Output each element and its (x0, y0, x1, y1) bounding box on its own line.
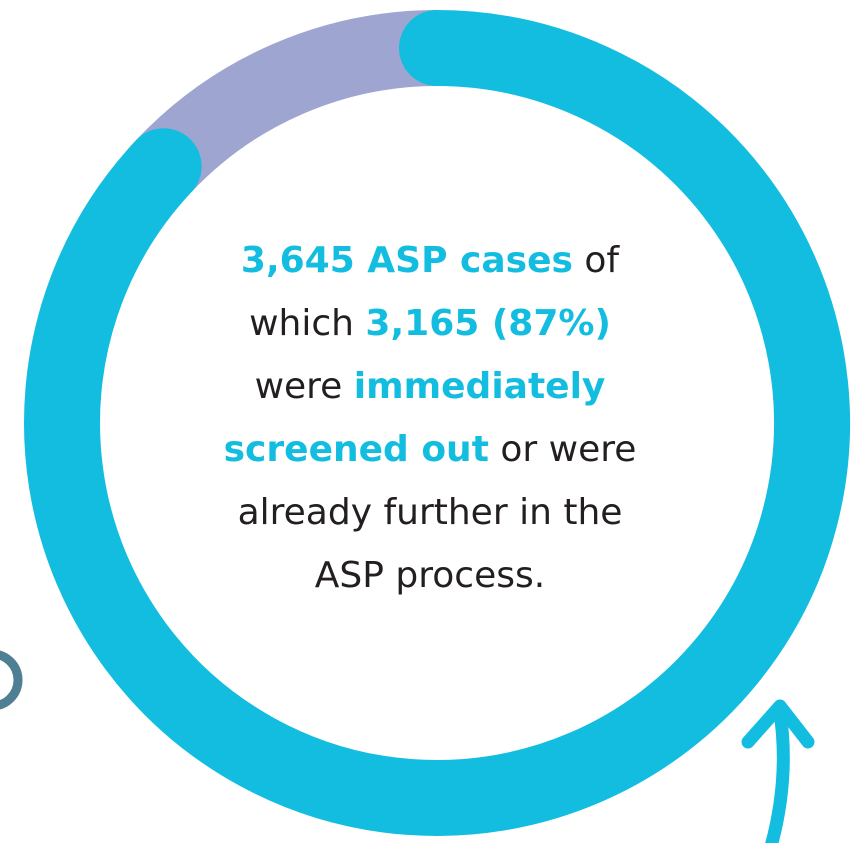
arrow (741, 699, 815, 843)
highlight-text: 3,165 (87%) (365, 303, 610, 344)
annotation-line: were immediately (255, 366, 606, 407)
annotation-line: which 3,165 (87%) (249, 303, 611, 344)
annotation-line: 3,645 ASP cases of (241, 240, 620, 281)
donut (24, 10, 850, 836)
side-circle (0, 650, 23, 710)
highlight-text: screened out (224, 429, 489, 470)
annotation-line: ASP process. (315, 555, 545, 596)
body-text: of (573, 240, 620, 281)
body-text: ASP process. (315, 555, 545, 596)
arrow-head (741, 699, 815, 749)
arrow-shaft (765, 705, 790, 843)
highlight-text: immediately (354, 366, 606, 407)
donut-segment (24, 10, 850, 836)
body-text: or were (489, 429, 636, 470)
annotation-line: already further in the (238, 492, 623, 533)
body-text: already further in the (238, 492, 623, 533)
body-text: which (249, 303, 365, 344)
highlight-text: 3,645 ASP cases (241, 240, 573, 281)
body-text: were (255, 366, 354, 407)
donut-segment (135, 10, 438, 193)
annotation-line: screened out or were (224, 429, 637, 470)
